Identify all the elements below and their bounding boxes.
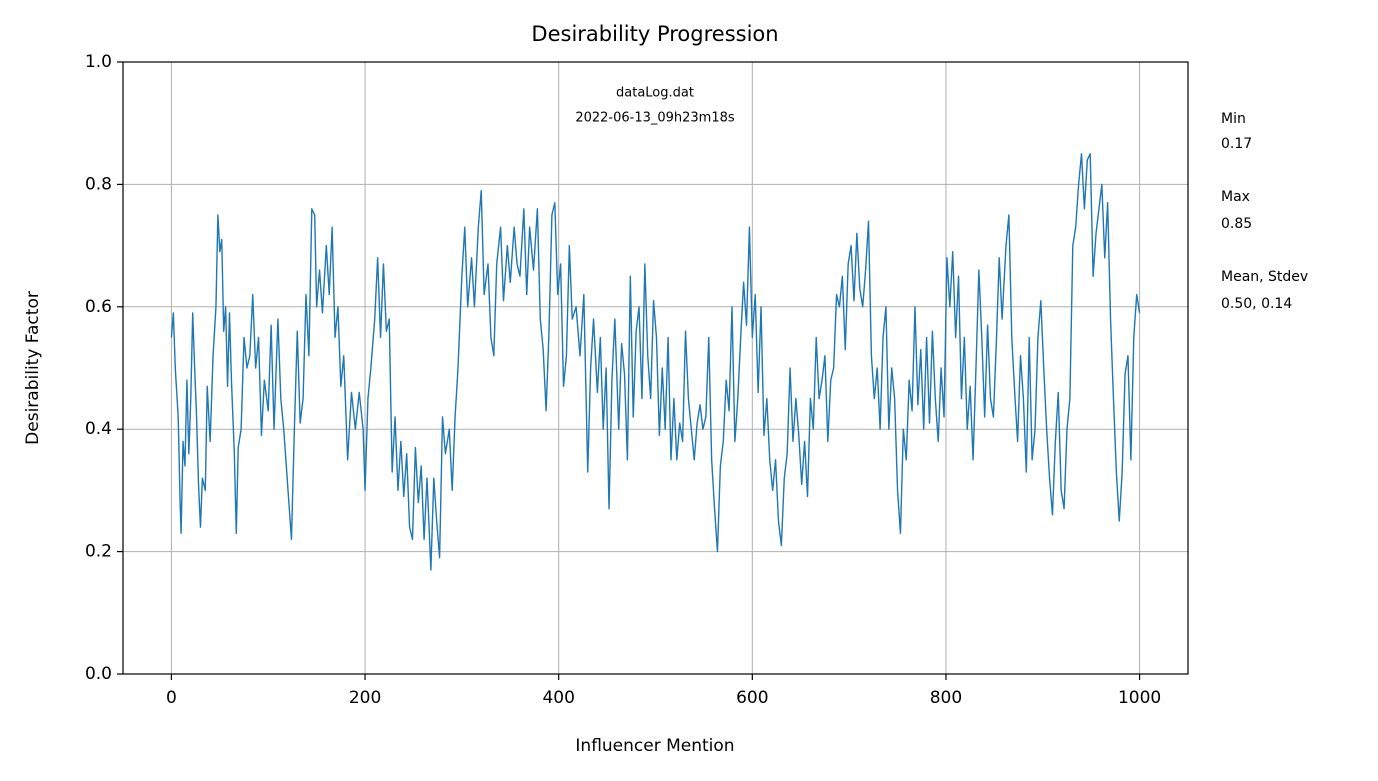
side-note: 0.85 [1221, 216, 1252, 232]
x-tick-label: 800 [930, 688, 962, 708]
x-tick-label: 0 [166, 688, 177, 708]
x-tick-label: 200 [349, 688, 381, 708]
side-note: 0.50, 0.14 [1221, 296, 1292, 312]
y-tick-label: 0.4 [85, 419, 112, 439]
x-tick-label: 600 [736, 688, 768, 708]
chart-title: Desirability Progression [531, 22, 778, 46]
y-tick-label: 0.6 [85, 297, 112, 317]
y-tick-label: 1.0 [85, 52, 112, 72]
x-tick-label: 1000 [1118, 688, 1161, 708]
side-note: Max [1221, 189, 1250, 205]
side-note: Min [1221, 111, 1246, 127]
y-axis-label: Desirability Factor [23, 291, 43, 445]
side-note: Mean, Stdev [1221, 269, 1308, 285]
y-tick-label: 0.8 [85, 174, 112, 194]
y-tick-label: 0.0 [85, 664, 112, 684]
annotation: 2022-06-13_09h23m18s [575, 111, 735, 126]
data-line [170, 153, 1141, 571]
annotation: dataLog.dat [616, 86, 694, 101]
x-tick-label: 400 [542, 688, 574, 708]
side-note: 0.17 [1221, 136, 1252, 152]
x-axis-label: Influencer Mention [575, 736, 734, 756]
y-tick-label: 0.2 [85, 542, 112, 562]
plot-frame [122, 61, 1189, 675]
